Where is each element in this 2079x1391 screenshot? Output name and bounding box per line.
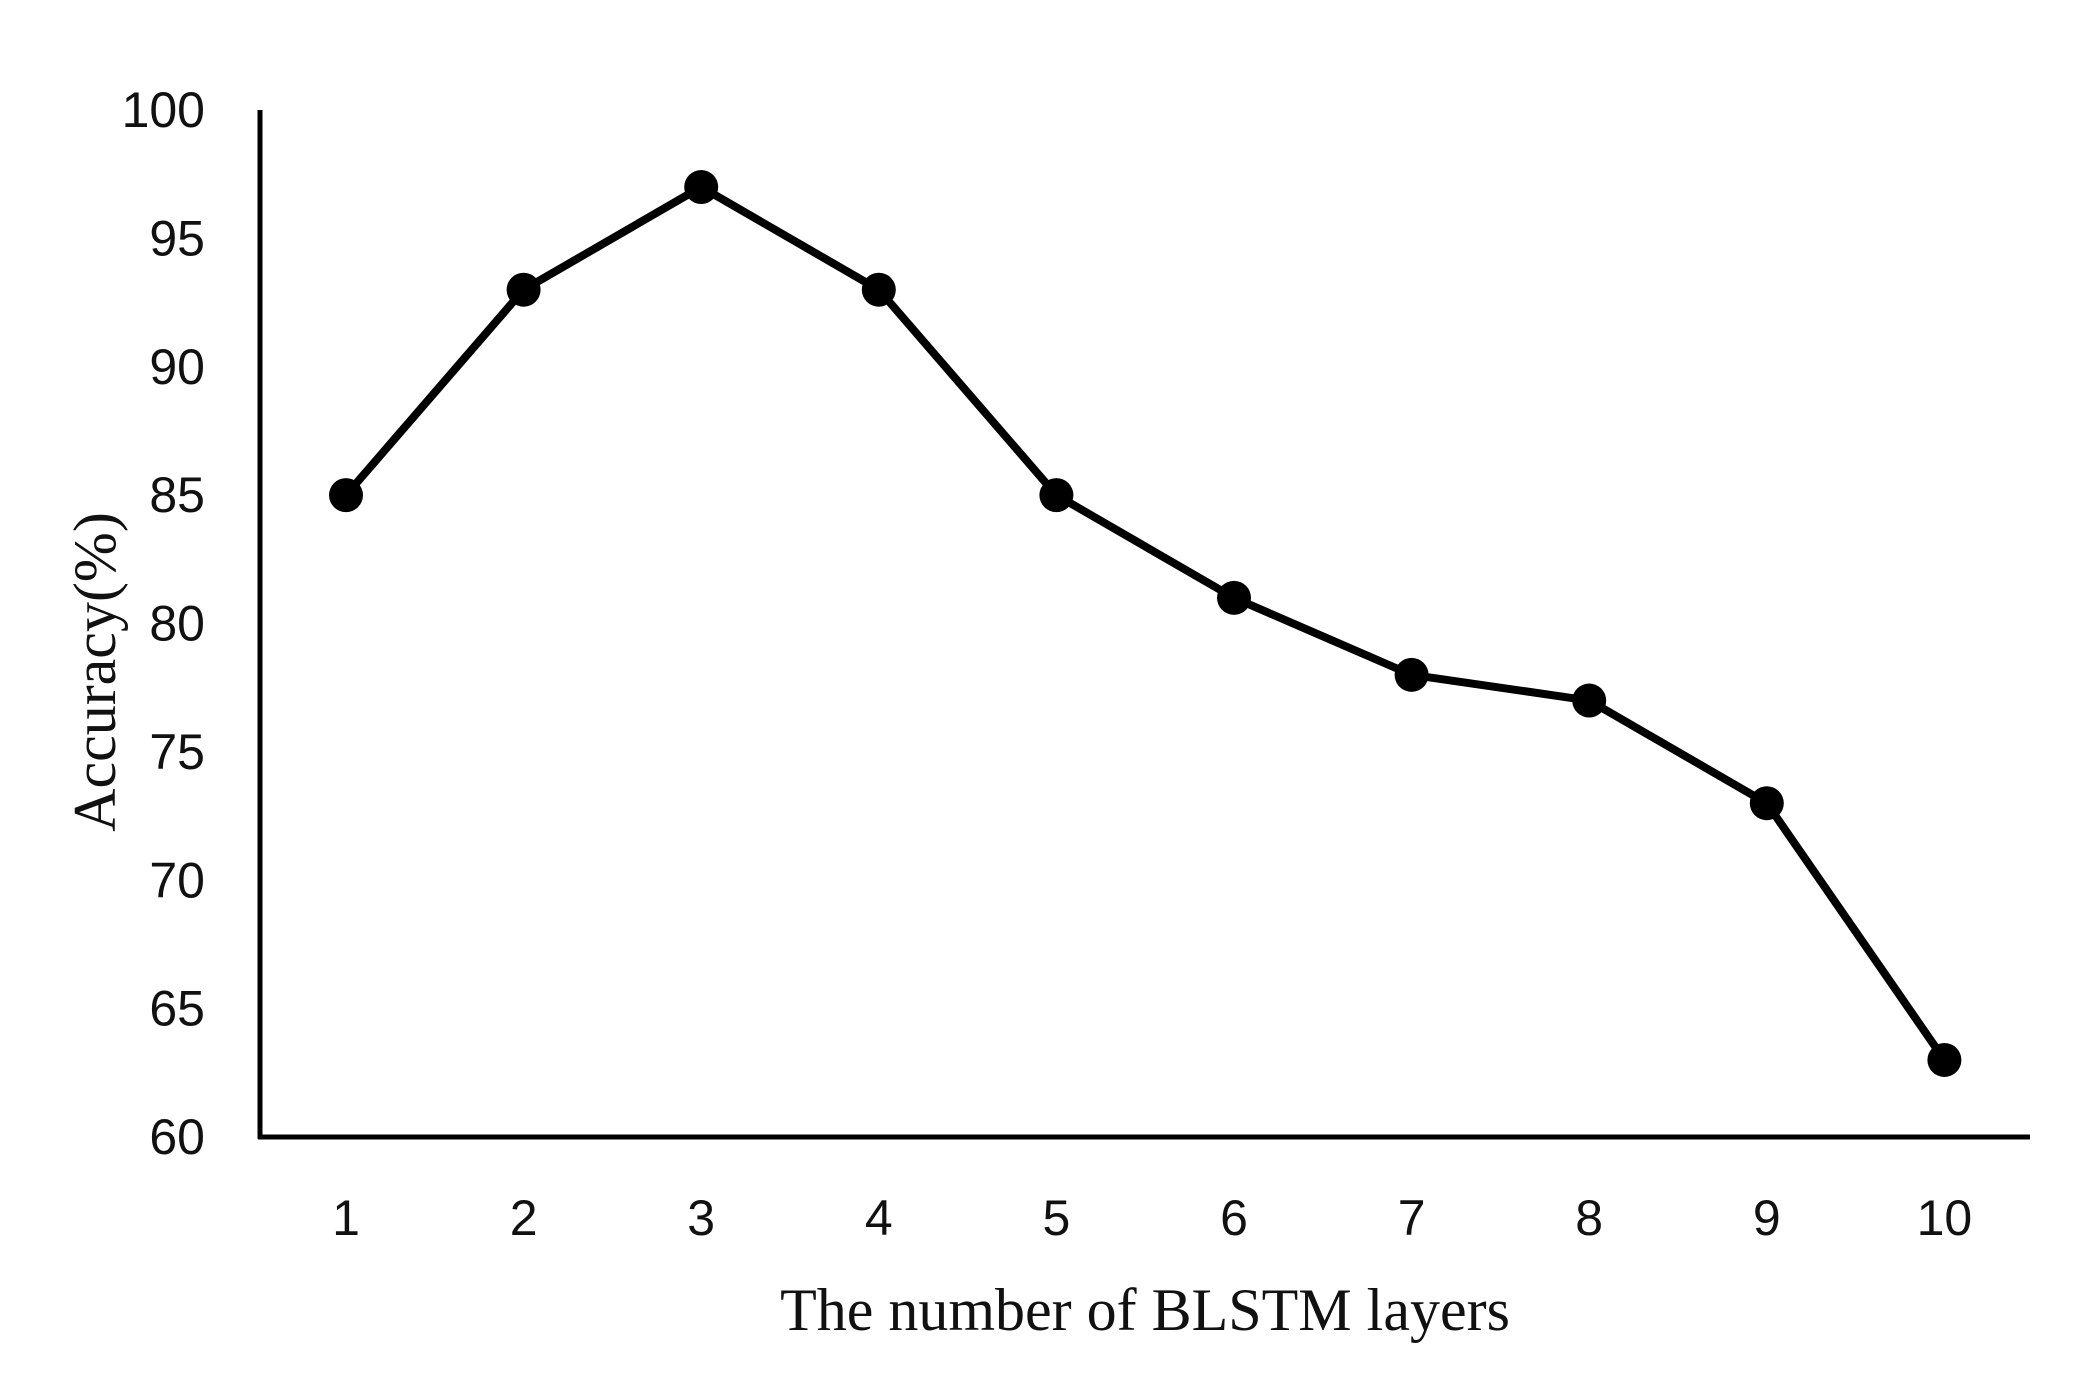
data-point bbox=[506, 272, 541, 307]
y-tick-label: 80 bbox=[149, 596, 205, 652]
data-point bbox=[861, 272, 896, 307]
series-line bbox=[342, 183, 1948, 1063]
y-tick-label: 85 bbox=[149, 467, 205, 523]
x-axis-title: The number of BLSTM layers bbox=[780, 1277, 1510, 1343]
data-point bbox=[1572, 683, 1607, 718]
y-tick-label: 95 bbox=[149, 210, 205, 266]
x-tick-labels: 1 2 3 4 5 6 7 8 9 10 bbox=[332, 1190, 1972, 1246]
x-tick-label: 6 bbox=[1220, 1190, 1248, 1246]
x-tick-label: 3 bbox=[687, 1190, 715, 1246]
x-tick-label: 7 bbox=[1398, 1190, 1426, 1246]
data-point bbox=[1927, 1042, 1962, 1077]
x-tick-label: 4 bbox=[865, 1190, 893, 1246]
data-point bbox=[1394, 657, 1429, 692]
data-point bbox=[684, 170, 719, 205]
y-tick-label: 70 bbox=[149, 852, 205, 908]
x-tick-label: 1 bbox=[332, 1190, 360, 1246]
y-tick-label: 75 bbox=[149, 724, 205, 780]
y-tick-labels: 60 65 70 75 80 85 90 95 100 bbox=[122, 82, 205, 1165]
y-axis-title: Accuracy(%) bbox=[62, 512, 128, 832]
y-tick-label: 90 bbox=[149, 339, 205, 395]
data-point bbox=[1217, 580, 1251, 615]
x-tick-label: 10 bbox=[1917, 1190, 1973, 1246]
x-tick-label: 2 bbox=[510, 1190, 538, 1246]
axes bbox=[257, 110, 2030, 1140]
y-tick-label: 100 bbox=[122, 82, 205, 138]
y-tick-label: 65 bbox=[149, 981, 205, 1037]
data-point bbox=[1039, 478, 1074, 513]
x-tick-label: 9 bbox=[1753, 1190, 1781, 1246]
y-tick-label: 60 bbox=[149, 1109, 205, 1165]
x-tick-label: 8 bbox=[1575, 1190, 1603, 1246]
data-point bbox=[1749, 786, 1784, 821]
data-point bbox=[329, 478, 363, 513]
series bbox=[329, 170, 1962, 1077]
x-tick-label: 5 bbox=[1042, 1190, 1070, 1246]
